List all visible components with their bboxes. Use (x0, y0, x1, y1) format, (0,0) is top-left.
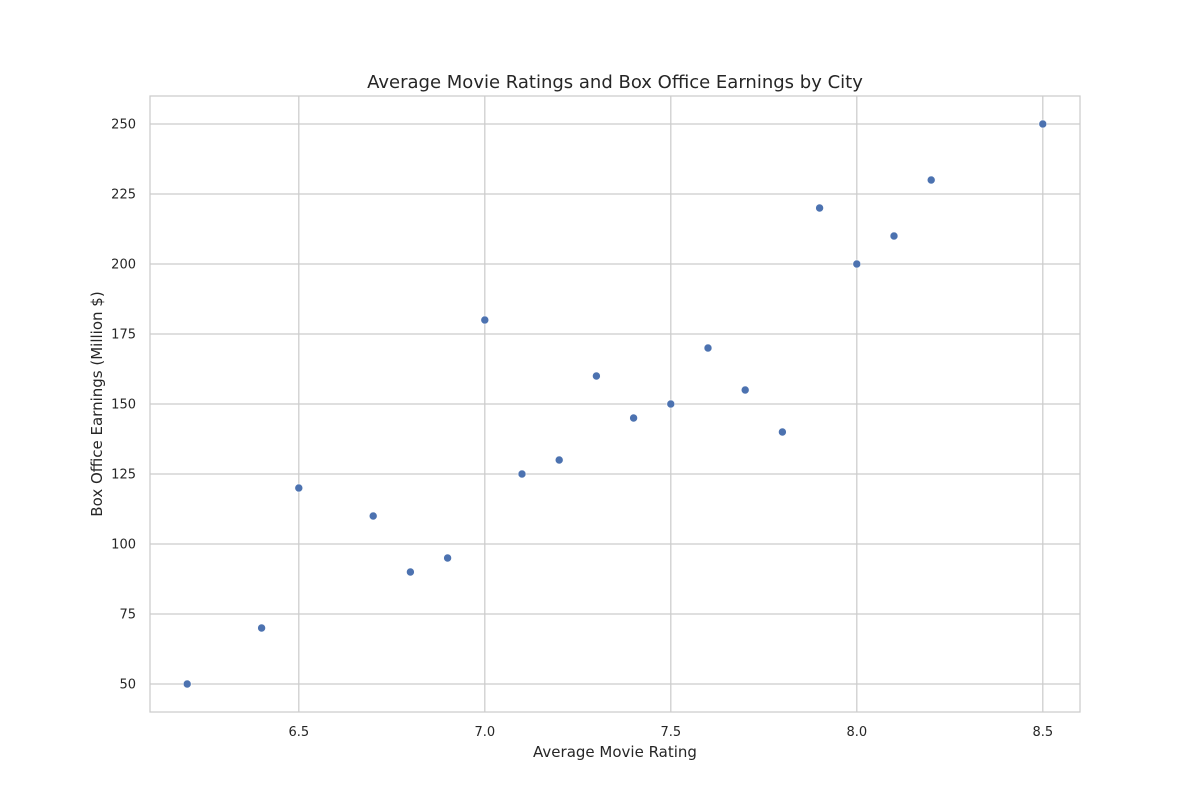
scatter-point (294, 483, 304, 493)
scatter-point (480, 315, 490, 325)
scatter-point (740, 385, 750, 395)
scatter-point (703, 343, 713, 353)
scatter-point (926, 175, 936, 185)
scatter-point (778, 427, 787, 437)
scatter-point (182, 679, 192, 689)
scatter-point (592, 371, 601, 381)
scatter-point (443, 553, 452, 563)
data-points (182, 119, 1048, 689)
scatter-point (406, 567, 415, 577)
y-tick-label: 175 (111, 328, 136, 343)
y-tick-label: 75 (119, 608, 136, 623)
scatter-point (257, 623, 266, 633)
y-tick-label: 250 (111, 118, 136, 133)
chart-title: Average Movie Ratings and Box Office Ear… (367, 72, 863, 93)
x-tick-label: 6.5 (288, 725, 309, 740)
scatter-point (852, 259, 862, 269)
y-axis-label: Box Office Earnings (Million $) (88, 291, 106, 516)
scatter-point (1038, 119, 1048, 129)
x-tick-label: 7.0 (474, 725, 495, 740)
y-tick-label: 225 (111, 188, 136, 203)
y-tick-label: 50 (119, 678, 136, 693)
scatter-point (889, 231, 899, 241)
plot-area-frame (149, 95, 1081, 713)
scatter-point (368, 511, 378, 521)
scatter-point (517, 469, 527, 479)
x-tick-label: 8.5 (1032, 725, 1053, 740)
x-tick-label: 7.5 (660, 725, 681, 740)
x-axis-label: Average Movie Rating (533, 743, 697, 761)
y-tick-label: 100 (111, 538, 136, 553)
y-tick-label: 150 (111, 398, 136, 413)
y-tick-label: 200 (111, 258, 136, 273)
scatter-point (629, 413, 638, 423)
x-axis-ticks: 6.5 7.0 7.5 8.0 8.5 (288, 725, 1053, 740)
grid-lines (150, 96, 1080, 712)
scatter-point (554, 455, 564, 465)
y-tick-label: 125 (111, 468, 136, 483)
scatter-point (666, 399, 676, 409)
x-tick-label: 8.0 (846, 725, 867, 740)
y-axis-ticks: 50 75 100 125 150 175 200 225 250 (111, 118, 136, 693)
scatter-point (815, 203, 824, 213)
